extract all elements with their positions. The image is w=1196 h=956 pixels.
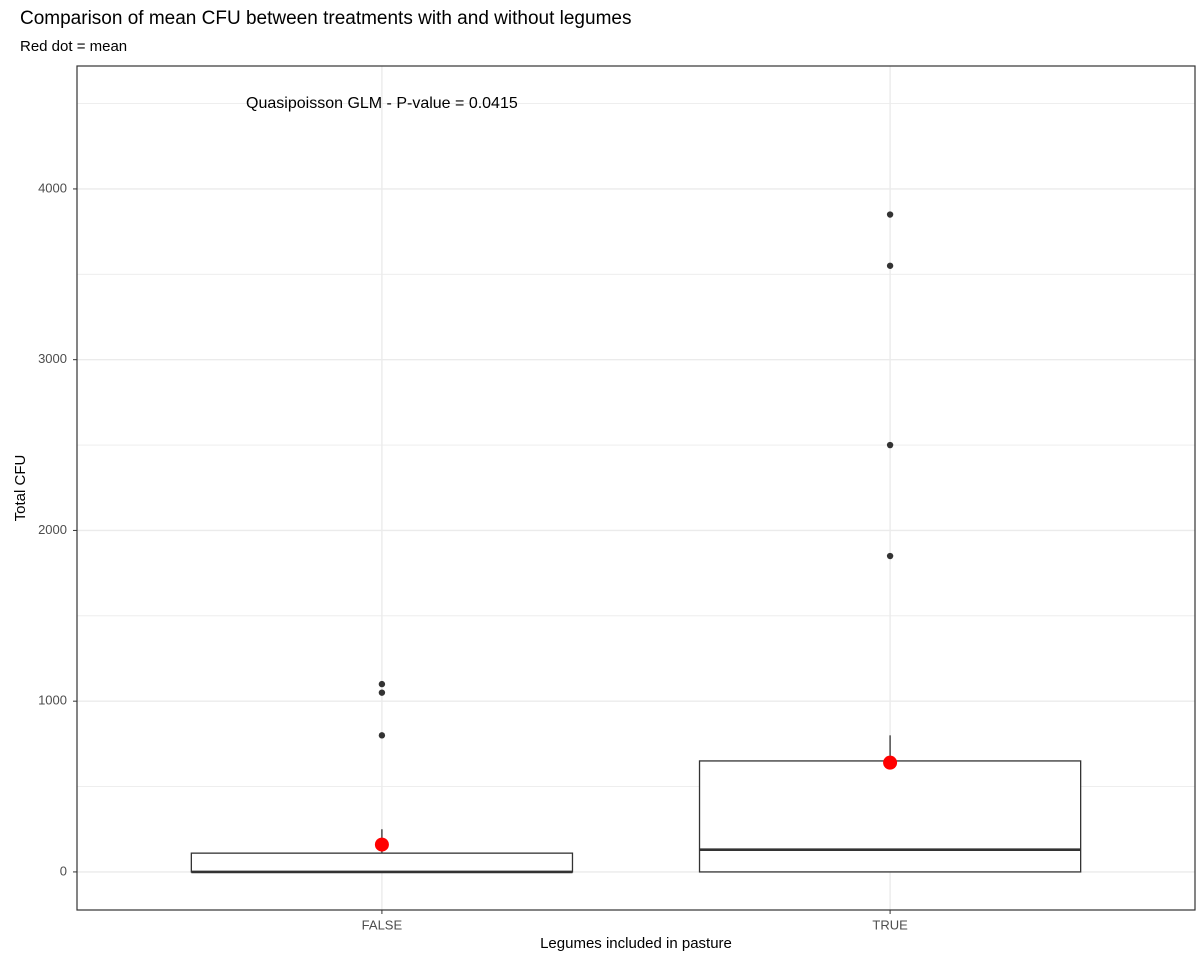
- x-tick-label: FALSE: [362, 917, 403, 932]
- y-axis-label: Total CFU: [12, 455, 29, 522]
- outlier: [378, 732, 386, 739]
- outlier: [886, 552, 894, 560]
- panel-border: [76, 65, 1196, 911]
- y-tick-label: 3000: [38, 351, 67, 366]
- mean-dot: [374, 837, 389, 852]
- annotation: Quasipoisson GLM - P-value = 0.0415: [246, 95, 518, 112]
- outlier: [886, 211, 894, 218]
- y-tick-label: 1000: [38, 693, 67, 708]
- outlier: [886, 441, 894, 449]
- x-axis-label: Legumes included in pasture: [540, 935, 732, 952]
- x-tick-label: TRUE: [872, 917, 908, 932]
- outlier: [378, 689, 386, 696]
- y-tick-label: 4000: [38, 180, 67, 195]
- outlier: [378, 680, 386, 688]
- outlier: [886, 262, 894, 269]
- y-tick-label: 0: [60, 863, 67, 878]
- mean-dot: [883, 755, 898, 770]
- chart-subtitle: Red dot = mean: [20, 38, 127, 55]
- box: [190, 852, 574, 873]
- box: [698, 760, 1082, 873]
- y-tick-label: 2000: [38, 522, 67, 537]
- chart-title: Comparison of mean CFU between treatment…: [20, 8, 631, 29]
